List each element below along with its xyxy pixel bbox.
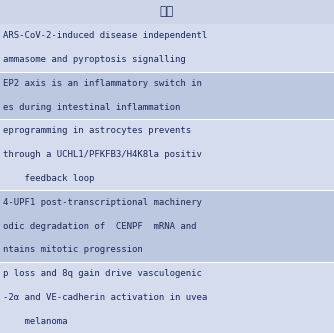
Text: eprogramming in astrocytes prevents: eprogramming in astrocytes prevents [3,127,191,136]
Text: ARS-CoV-2-induced disease independentl: ARS-CoV-2-induced disease independentl [3,31,208,40]
Text: melanoma: melanoma [3,317,68,326]
Bar [0,72,334,119]
Text: 题目: 题目 [160,5,174,19]
Text: 4-UPF1 post-transcriptional machinery: 4-UPF1 post-transcriptional machinery [3,198,202,207]
Bar [0,119,334,190]
Text: feedback loop: feedback loop [3,174,95,183]
Text: -2α and VE-cadherin activation in uvea: -2α and VE-cadherin activation in uvea [3,293,208,302]
Bar [0,0,334,24]
Bar [0,24,334,72]
Text: ammasome and pyroptosis signalling: ammasome and pyroptosis signalling [3,55,186,64]
Text: through a UCHL1/PFKFB3/H4K8la positiv: through a UCHL1/PFKFB3/H4K8la positiv [3,150,202,159]
Text: ntains mitotic progression: ntains mitotic progression [3,245,143,254]
Text: p loss and 8q gain drive vasculogenic: p loss and 8q gain drive vasculogenic [3,269,202,278]
Text: es during intestinal inflammation: es during intestinal inflammation [3,103,181,112]
Bar [0,190,334,262]
Text: odic degradation of  CENPF  mRNA and: odic degradation of CENPF mRNA and [3,221,197,230]
Text: EP2 axis is an inflammatory switch in: EP2 axis is an inflammatory switch in [3,79,202,88]
Bar [0,262,334,333]
